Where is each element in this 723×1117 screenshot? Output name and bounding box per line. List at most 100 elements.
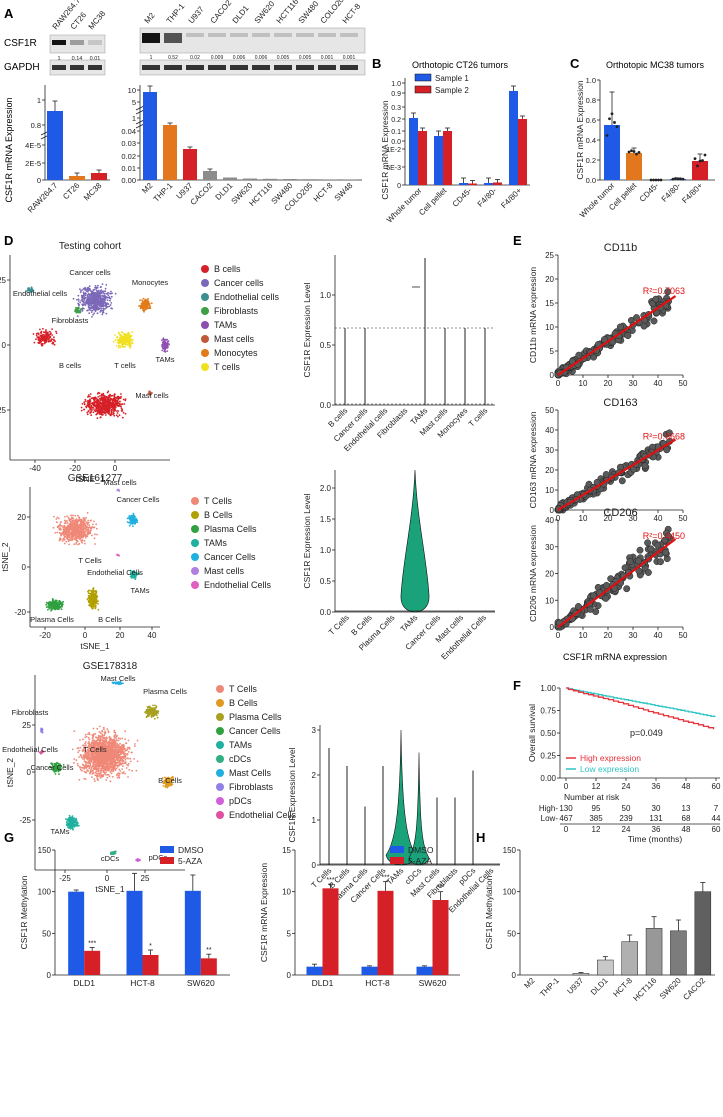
gapdh-band — [142, 65, 160, 70]
cluster-label: Mast cells — [103, 478, 137, 487]
cell-point — [88, 288, 91, 291]
csf1r-band — [340, 33, 358, 37]
cell-point — [88, 312, 91, 315]
cell-point — [83, 403, 86, 405]
cell-point — [108, 394, 110, 397]
cell-point — [70, 514, 72, 517]
cell-point — [120, 393, 122, 395]
cell-point — [83, 301, 85, 304]
cell-point — [88, 285, 91, 288]
y-tick-label: 25 — [0, 276, 7, 285]
cell-point — [88, 400, 91, 403]
cell-point — [99, 416, 102, 419]
cell-point — [99, 296, 102, 299]
gapdh-band — [274, 65, 292, 70]
cell-point — [63, 525, 65, 527]
cell-point — [75, 530, 78, 533]
cell-point — [57, 605, 60, 607]
bar-SW48 — [343, 179, 357, 180]
cell-point — [128, 515, 131, 517]
data-point — [615, 125, 619, 129]
cell-point — [114, 339, 117, 341]
legend-label: T Cells — [204, 496, 232, 506]
cell-point — [108, 305, 111, 308]
cell-point — [86, 309, 89, 312]
cell-point — [97, 396, 100, 398]
cell-point — [163, 343, 166, 345]
cell-point — [80, 307, 83, 310]
cell-point — [79, 291, 82, 294]
x-tick-label: CD45- — [451, 186, 474, 209]
cell-point — [118, 414, 121, 417]
bar-sample1 — [509, 91, 518, 185]
cell-point — [88, 406, 91, 408]
cell-point — [80, 294, 83, 297]
cell-point — [96, 412, 99, 415]
cell-point — [98, 392, 101, 394]
cell-point — [86, 531, 89, 534]
cell-point — [101, 767, 103, 770]
data-point — [681, 177, 685, 181]
cell-point — [90, 527, 92, 530]
lane-label: CACO2 — [209, 0, 234, 25]
cell-point — [103, 734, 106, 737]
cell-point — [46, 333, 49, 336]
cell-point — [79, 767, 82, 769]
cell-point — [164, 338, 167, 341]
cell-point — [43, 335, 46, 337]
band-quant: 0.005 — [299, 55, 312, 61]
cell-point — [66, 538, 69, 540]
cell-point — [94, 304, 97, 307]
cell-point — [82, 287, 85, 290]
cell-point — [121, 756, 123, 759]
cell-point — [51, 334, 53, 336]
cell-point — [82, 291, 85, 294]
bar-HCT-8 — [323, 179, 337, 180]
cell-point — [83, 531, 86, 533]
cell-point — [114, 398, 117, 401]
bar-sample2 — [493, 182, 502, 185]
x-tick-label: 25 — [141, 874, 150, 883]
cell-point — [144, 304, 147, 307]
cell-point — [97, 770, 99, 773]
x-tick-label: CACO2 — [189, 181, 215, 207]
cell-point — [89, 770, 92, 772]
cell-point — [109, 414, 112, 417]
csf1r-band — [296, 33, 314, 37]
cell-point — [72, 297, 75, 300]
cell-point — [74, 538, 76, 541]
cell-point — [43, 331, 45, 334]
cell-point — [53, 605, 56, 608]
blot-strip — [49, 34, 106, 54]
x-tick-label: Whole tumor — [578, 181, 617, 220]
data-point — [613, 121, 616, 124]
cell-point — [37, 336, 40, 338]
cell-point — [98, 289, 100, 292]
bar-CACO2 — [203, 171, 217, 180]
y-tick-label: 0 — [37, 176, 41, 185]
cell-point — [93, 299, 96, 302]
legend-label: Monocytes — [214, 348, 258, 358]
cell-point — [42, 338, 44, 340]
cell-point — [118, 745, 121, 748]
cell-point — [87, 410, 90, 412]
cell-point — [119, 341, 122, 343]
cell-point — [110, 408, 113, 411]
y-tick-label: 0.02 — [121, 152, 136, 161]
cell-point — [101, 411, 104, 414]
cell-point — [121, 416, 124, 419]
y-tick-label: 5 — [132, 98, 136, 107]
cell-point — [110, 746, 113, 748]
cell-point — [101, 729, 103, 732]
y-tick-label: 0.03 — [121, 139, 136, 148]
csf1r-band — [252, 33, 270, 37]
cell-point — [99, 300, 102, 302]
x-tick-label: 0 — [83, 631, 88, 640]
cell-point — [89, 772, 91, 775]
cell-point — [162, 347, 164, 350]
cell-point — [105, 739, 108, 741]
cell-point — [109, 780, 112, 783]
